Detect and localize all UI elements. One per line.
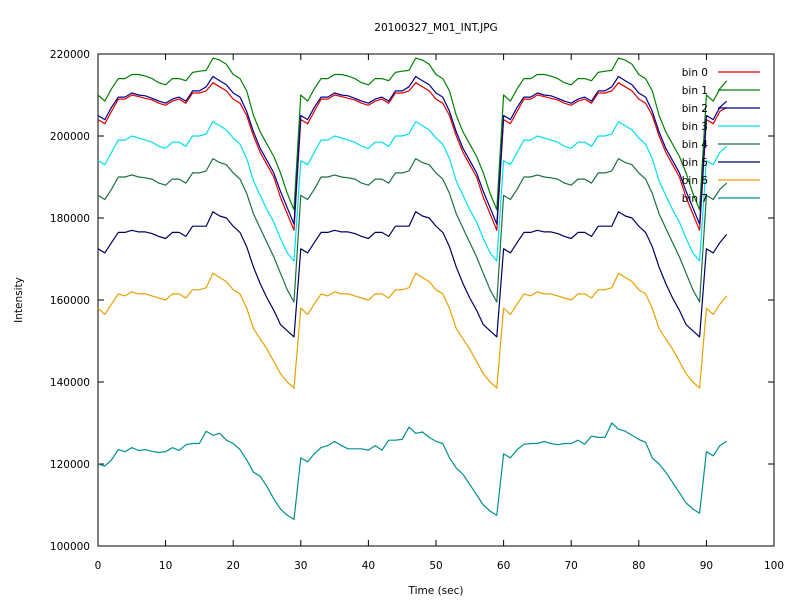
y-tick-label: 200000 [50, 131, 90, 143]
y-tick-label: 100000 [50, 541, 90, 553]
plot-frame [97, 53, 775, 547]
y-tick-label: 140000 [50, 377, 90, 389]
series-line-bin-0 [97, 82, 728, 231]
series-line-bin-2 [97, 75, 728, 225]
legend-label: bin 5 [682, 157, 708, 169]
y-axis-label: Intensity [13, 277, 25, 323]
y-tick-label: 220000 [50, 49, 90, 61]
y-tick-label: 160000 [50, 295, 90, 307]
series-lines [97, 57, 728, 521]
axis-ticks: 0 10 20 30 40 50 60 70 80 90 100 100000 120000 140000… [50, 49, 784, 572]
legend-label: bin 1 [682, 85, 708, 97]
y-tick-label: 180000 [50, 213, 90, 225]
series-line-bin-5 [97, 211, 728, 338]
series-line-bin-1 [97, 57, 728, 211]
series-line-bin-4 [97, 158, 728, 303]
series-line-bin-3 [97, 120, 728, 262]
legend-label: bin 7 [682, 193, 708, 205]
legend-label: bin 0 [682, 67, 708, 79]
x-tick-label: 60 [497, 560, 510, 572]
legend-label: bin 6 [682, 175, 709, 187]
legend-label: bin 3 [682, 121, 708, 133]
x-tick-label: 90 [700, 560, 713, 572]
x-axis-label: Time (sec) [408, 585, 464, 597]
x-tick-label: 20 [227, 560, 240, 572]
legend-label: bin 2 [682, 103, 708, 115]
series-line-bin-6 [97, 272, 728, 389]
x-tick-label: 30 [294, 560, 307, 572]
y-tick-label: 120000 [50, 459, 90, 471]
legend: bin 0 bin 1 bin 2 bin 3 bin 4 bin 5 bin 6 bin 7 [682, 67, 760, 205]
x-tick-label: 50 [429, 560, 442, 572]
x-tick-label: 80 [632, 560, 645, 572]
chart-title: 20100327_M01_INT.JPG [374, 22, 497, 34]
x-tick-label: 40 [362, 560, 375, 572]
x-tick-label: 70 [565, 560, 578, 572]
legend-label: bin 4 [682, 139, 709, 151]
series-line-bin-7 [97, 422, 728, 521]
x-tick-label: 100 [764, 560, 784, 572]
x-tick-label: 0 [95, 560, 102, 572]
x-tick-label: 10 [159, 560, 172, 572]
